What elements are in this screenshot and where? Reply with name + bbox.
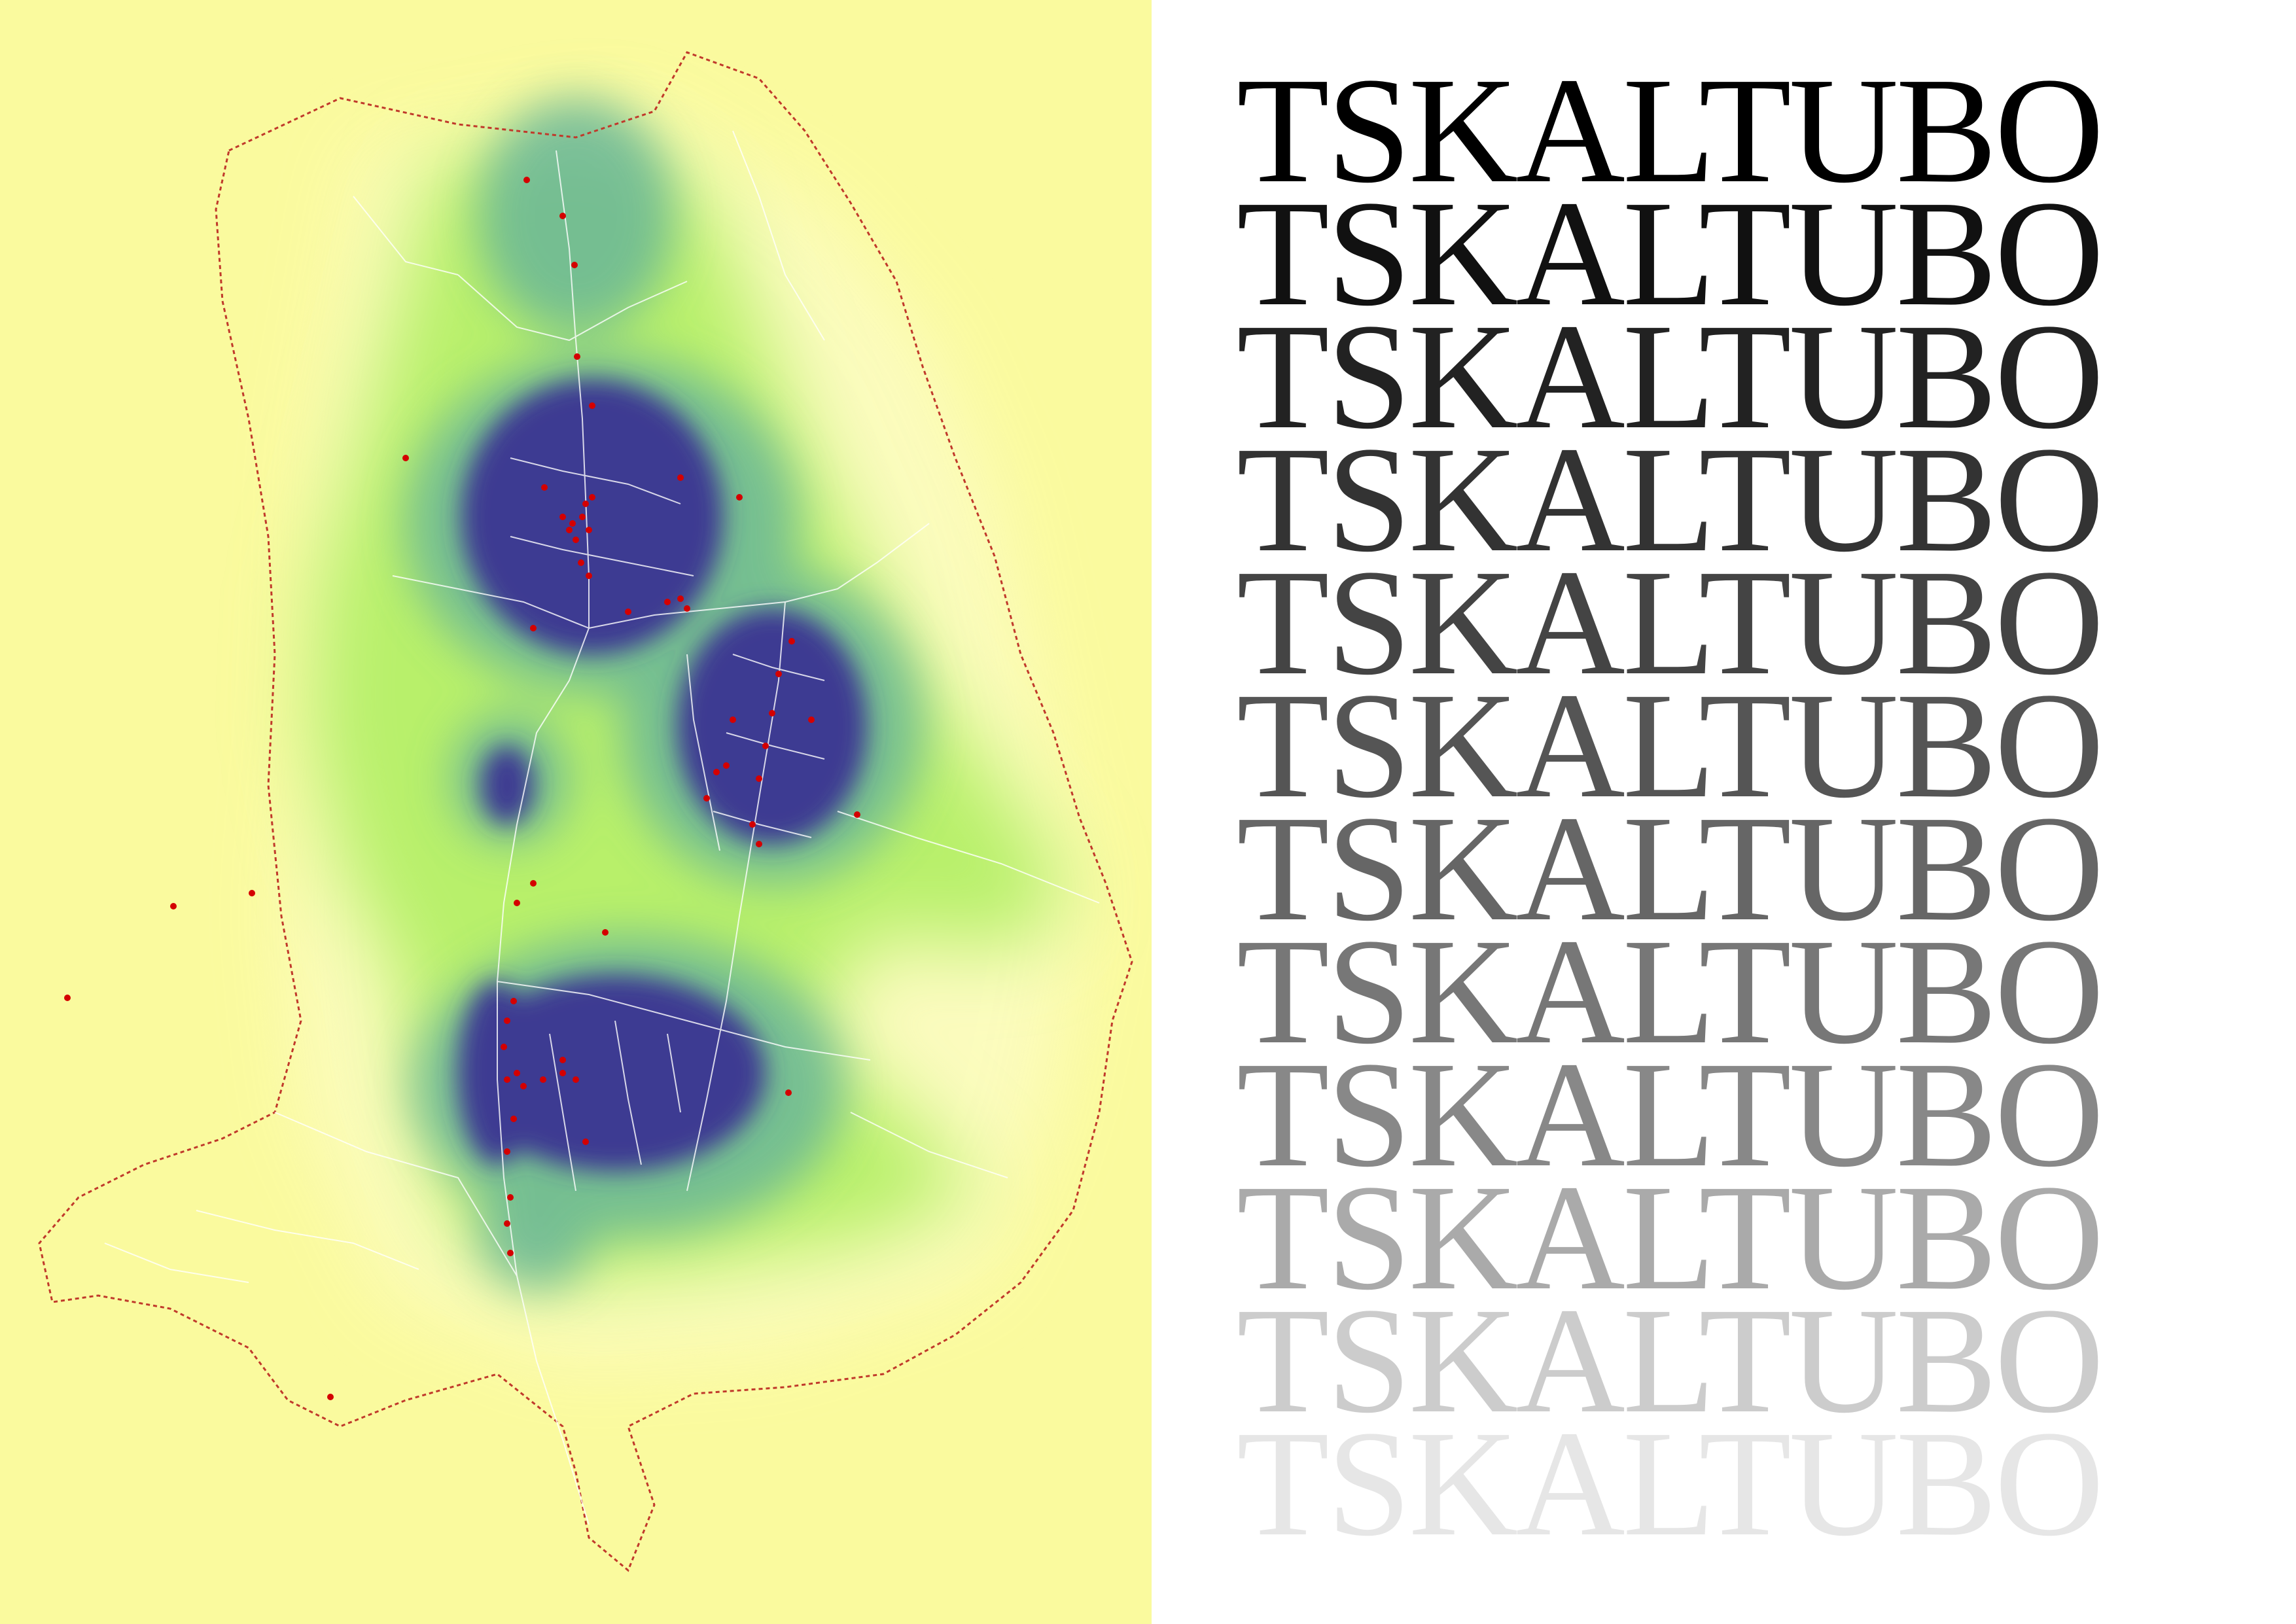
point-marker: [769, 710, 775, 716]
point-marker: [504, 1220, 510, 1227]
point-marker: [625, 609, 631, 615]
point-marker: [677, 595, 684, 602]
point-marker: [684, 605, 690, 612]
point-marker: [523, 177, 530, 183]
point-marker: [514, 900, 520, 906]
point-marker: [664, 599, 671, 605]
point-marker: [582, 1139, 589, 1145]
point-marker: [589, 402, 595, 409]
point-marker: [573, 537, 579, 543]
point-marker: [579, 514, 586, 520]
point-marker: [530, 625, 537, 631]
title-line-8: TSKALTUBO: [1237, 908, 2104, 1076]
point-marker: [514, 1070, 520, 1076]
point-marker: [730, 716, 736, 723]
point-marker: [574, 353, 580, 360]
point-marker: [703, 795, 710, 802]
point-marker: [586, 573, 592, 579]
point-marker: [504, 1148, 510, 1155]
point-marker: [854, 811, 860, 818]
title-line-4: TSKALTUBO: [1237, 415, 2104, 584]
point-marker: [589, 494, 595, 501]
point-marker: [170, 903, 177, 909]
point-marker: [677, 474, 684, 481]
point-marker: [540, 1076, 546, 1083]
point-marker: [762, 743, 769, 749]
point-marker: [507, 1194, 514, 1201]
point-marker: [559, 213, 566, 219]
point-marker: [510, 998, 517, 1004]
point-marker: [578, 559, 584, 566]
point-marker: [602, 929, 609, 936]
title-line-9: TSKALTUBO: [1237, 1031, 2104, 1199]
street-network: [104, 130, 1100, 1525]
title-line-12: TSKALTUBO: [1237, 1400, 2104, 1568]
title-line-6: TSKALTUBO: [1237, 662, 2104, 830]
point-marker: [808, 716, 815, 723]
title-line-11: TSKALTUBO: [1237, 1277, 2104, 1445]
point-marker: [504, 1076, 510, 1083]
municipal-boundary: [38, 51, 1133, 1572]
point-marker: [402, 455, 409, 461]
point-marker: [559, 1057, 566, 1063]
title-line-5: TSKALTUBO: [1237, 538, 2104, 707]
point-marker: [749, 821, 756, 828]
point-marker: [775, 671, 782, 677]
density-high: [458, 380, 867, 1171]
point-marker: [586, 527, 592, 533]
point-marker: [788, 638, 795, 644]
point-marker: [756, 841, 762, 847]
point-marker: [249, 890, 255, 896]
title-line-1: TSKALTUBO: [1237, 46, 2104, 215]
point-marker: [785, 1089, 792, 1096]
title-line-3: TSKALTUBO: [1237, 292, 2104, 461]
title-panel: TSKALTUBO TSKALTUBO TSKALTUBO TSKALTUBO TSKA…: [1152, 0, 2296, 1624]
title-line-2: TSKALTUBO: [1237, 169, 2104, 338]
point-marker: [504, 1017, 510, 1024]
point-marker: [723, 762, 730, 769]
point-marker: [327, 1394, 334, 1400]
point-marker: [713, 769, 720, 775]
point-marker: [510, 1116, 517, 1122]
point-marker: [756, 775, 762, 782]
point-marker: [507, 1250, 514, 1256]
point-marker: [569, 520, 576, 527]
point-marker: [582, 501, 589, 507]
point-marker: [559, 1070, 566, 1076]
heatmap-map: [0, 0, 1152, 1624]
point-marker: [64, 995, 71, 1001]
point-marker: [573, 1076, 579, 1083]
point-marker: [566, 527, 573, 533]
point-marker: [736, 494, 743, 501]
title-line-10: TSKALTUBO: [1237, 1154, 2104, 1322]
point-marker: [530, 880, 537, 887]
map-panel: [0, 0, 1152, 1624]
point-marker: [520, 1083, 527, 1089]
title-line-7: TSKALTUBO: [1237, 785, 2104, 953]
point-locations: [64, 177, 860, 1400]
point-marker: [559, 514, 566, 520]
point-marker: [501, 1044, 507, 1050]
point-marker: [571, 262, 578, 268]
point-marker: [541, 484, 548, 491]
